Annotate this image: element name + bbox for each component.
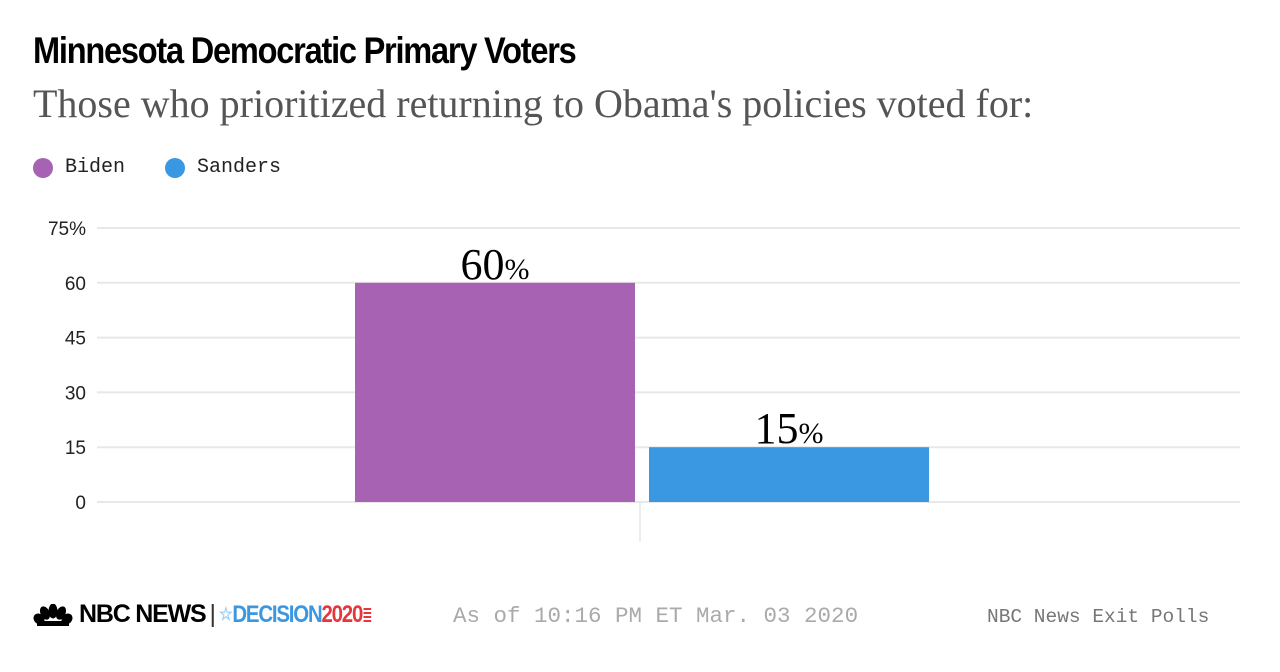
flag-stripes-icon xyxy=(363,607,372,623)
star-icon: ☆ xyxy=(218,604,233,624)
y-tick-label: 15 xyxy=(65,438,86,459)
source-label: NBC News Exit Polls xyxy=(987,606,1210,628)
data-label-biden: 60% xyxy=(461,240,530,289)
y-tick-label: 0 xyxy=(75,493,86,514)
peacock-icon xyxy=(33,603,73,626)
y-tick-label: 60 xyxy=(65,274,86,295)
footer: NBC NEWS | ☆ DECISION 2020 As of 10:16 P… xyxy=(0,594,1280,634)
legend-swatch-sanders xyxy=(165,157,186,178)
data-label-sanders: 15% xyxy=(755,404,824,453)
logo-separator: | xyxy=(209,600,217,628)
legend-item-biden: Biden xyxy=(33,156,125,179)
nbc-news-wordmark: NBC NEWS xyxy=(79,600,207,628)
y-tick-label: 45 xyxy=(65,329,86,350)
nbc-news-logo: NBC NEWS | ☆ DECISION 2020 xyxy=(33,600,398,629)
chart-subtitle: Those who prioritized returning to Obama… xyxy=(33,81,1034,126)
legend-label-biden: Biden xyxy=(65,156,126,179)
legend: Biden Sanders xyxy=(33,156,321,179)
bar-biden xyxy=(355,282,635,502)
decision-2020-logo: ☆ DECISION 2020 xyxy=(218,600,372,629)
bar-sanders xyxy=(649,447,929,502)
chart-title: Minnesota Democratic Primary Voters xyxy=(33,30,577,71)
bar-chart: 0 15 30 45 60 75% 60% 15% xyxy=(48,219,1240,542)
decision-text: DECISION xyxy=(232,600,322,628)
y-tick-label: 30 xyxy=(65,383,86,404)
timestamp: As of 10:16 PM ET Mar. 03 2020 xyxy=(453,603,859,629)
y-tick-label: 75% xyxy=(48,219,86,240)
legend-swatch-biden xyxy=(33,157,53,178)
legend-label-sanders: Sanders xyxy=(197,156,282,179)
legend-item-sanders: Sanders xyxy=(165,156,281,179)
decision-year: 2020 xyxy=(321,600,363,628)
